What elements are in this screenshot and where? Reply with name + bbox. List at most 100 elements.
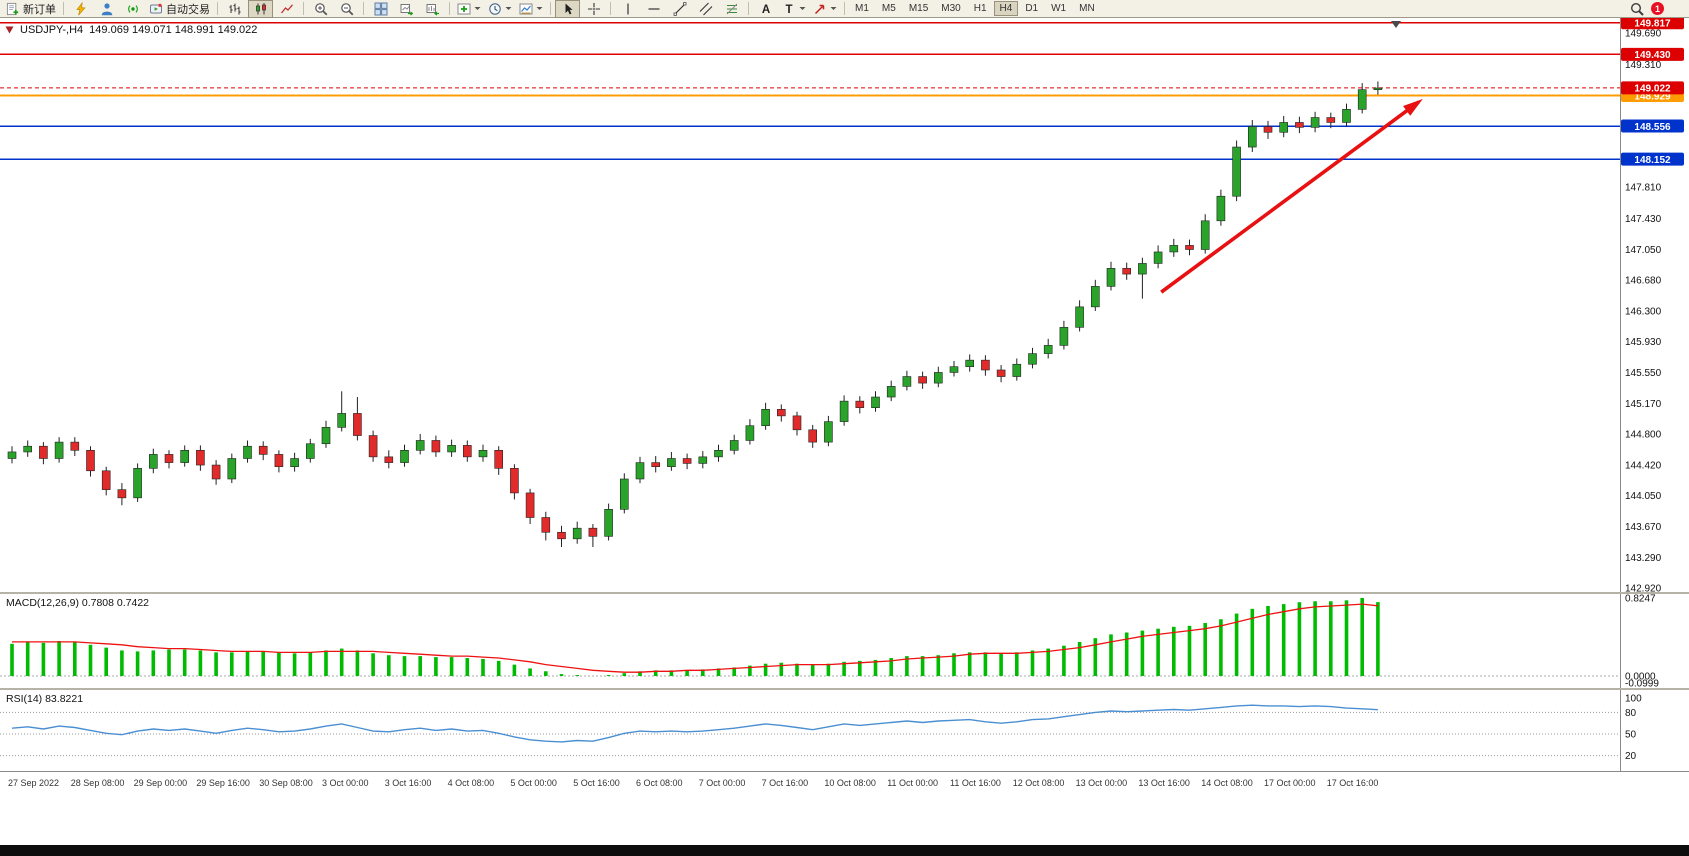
rsi-panel-canvas[interactable]: 100 80 50 20: [0, 690, 1689, 771]
time-label: 30 Sep 08:00: [259, 778, 313, 788]
timeframe-m5[interactable]: M5: [881, 3, 896, 14]
rsi-indicator-label: RSI(14) 83.8221: [6, 693, 84, 705]
time-label: 29 Sep 16:00: [196, 778, 250, 788]
candlestick-icon: [255, 2, 266, 14]
zoom-in-icon: [314, 2, 327, 15]
svg-text:145.170: 145.170: [1625, 399, 1662, 410]
time-label: 27 Sep 2022: [8, 778, 60, 788]
chevron-down-icon: [830, 7, 837, 10]
notification-badge[interactable]: 1: [1651, 2, 1664, 15]
timeframe-m1[interactable]: M1: [855, 3, 869, 14]
timeframe-w1[interactable]: W1: [1051, 3, 1067, 14]
horizontal-line-button[interactable]: [641, 0, 666, 18]
time-label: 10 Oct 08:00: [824, 778, 876, 788]
svg-text:149.310: 149.310: [1625, 60, 1662, 71]
time-label: 29 Sep 00:00: [133, 778, 188, 788]
svg-text:148.929: 148.929: [1634, 91, 1671, 102]
svg-text:145.550: 145.550: [1625, 368, 1662, 379]
svg-text:149.022: 149.022: [1634, 84, 1671, 95]
svg-text:80: 80: [1625, 708, 1637, 719]
svg-text:144.800: 144.800: [1625, 429, 1662, 440]
profile-button[interactable]: [94, 0, 119, 18]
arrows-tool-button[interactable]: [810, 0, 840, 18]
person-icon: [101, 2, 112, 15]
timeframe-d1[interactable]: D1: [1025, 3, 1039, 14]
chevron-down-icon: [799, 7, 806, 10]
one-click-trading-button[interactable]: [68, 0, 93, 18]
separator: [449, 2, 450, 15]
separator: [550, 2, 551, 15]
vertical-line-button[interactable]: [615, 0, 640, 18]
time-label: 11 Oct 00:00: [887, 778, 939, 788]
time-label: 17 Oct 00:00: [1264, 778, 1316, 788]
tile-windows-button[interactable]: [368, 0, 393, 18]
chart-shift-button[interactable]: [420, 0, 445, 18]
time-label: 12 Oct 08:00: [1012, 778, 1065, 788]
lightning-icon: [75, 1, 86, 15]
crosshair-button[interactable]: [581, 0, 606, 18]
timeframe-m30[interactable]: M30: [941, 3, 961, 14]
macd-panel-canvas[interactable]: 0.8247 0.0000-0.0999: [0, 594, 1689, 688]
bar-chart-button[interactable]: [222, 0, 247, 18]
candlestick-chart-button[interactable]: [248, 0, 273, 18]
search-icon[interactable]: [1630, 2, 1644, 16]
label-icon: T: [785, 4, 792, 16]
autotrading-button[interactable]: 自动交易: [146, 0, 213, 18]
timeframe-h1[interactable]: H1: [973, 3, 987, 14]
alerts-button[interactable]: [120, 0, 145, 18]
time-label: 5 Oct 16:00: [573, 778, 620, 788]
time-label: 13 Oct 16:00: [1138, 778, 1190, 788]
cursor-button[interactable]: [555, 0, 580, 18]
svg-text:147.810: 147.810: [1625, 183, 1662, 194]
svg-text:148.152: 148.152: [1634, 155, 1671, 166]
zoom-out-icon: [340, 2, 353, 15]
main-chart-canvas[interactable]: 149.690 149.310 147.810 147.430 147.050 146.6…: [0, 18, 1689, 592]
line-chart-button[interactable]: [274, 0, 299, 18]
separator: [217, 2, 218, 15]
label-tool-button[interactable]: T: [779, 0, 809, 18]
svg-text:149.817: 149.817: [1634, 19, 1671, 30]
svg-text:147.050: 147.050: [1625, 245, 1662, 256]
trendline-button[interactable]: [667, 0, 692, 18]
auto-scroll-button[interactable]: [394, 0, 419, 18]
chevron-down-icon: [505, 7, 512, 10]
timeframe-m15[interactable]: M15: [908, 3, 929, 14]
toolbar-right: 1: [1630, 2, 1689, 16]
zoom-in-button[interactable]: [308, 0, 333, 18]
sound-waves-icon: [127, 4, 138, 13]
separator: [63, 2, 64, 15]
svg-text:143.670: 143.670: [1625, 522, 1662, 533]
auto-scroll-icon: [400, 3, 413, 15]
new-order-icon: [6, 2, 19, 15]
time-label: 17 Oct 16:00: [1326, 778, 1379, 788]
time-axis[interactable]: 27 Sep 2022 28 Sep 08:00 29 Sep 00:00 29 Se…: [0, 771, 1689, 796]
time-label: 28 Sep 08:00: [70, 778, 125, 788]
indicators-button[interactable]: [454, 0, 484, 18]
separator: [610, 2, 611, 15]
template-icon: [519, 3, 533, 14]
text-tool-button[interactable]: A: [753, 0, 778, 18]
time-label: 13 Oct 00:00: [1075, 778, 1128, 788]
time-label: 3 Oct 16:00: [384, 778, 432, 788]
separator: [303, 2, 304, 15]
bottom-bar: [0, 845, 1689, 856]
time-label: 4 Oct 08:00: [447, 778, 495, 788]
timeframe-mn[interactable]: MN: [1079, 3, 1095, 14]
fibonacci-button[interactable]: [719, 0, 744, 18]
periods-button[interactable]: [485, 0, 515, 18]
trendline-icon: [673, 1, 686, 16]
timeframe-h4[interactable]: H4: [993, 1, 1019, 16]
svg-text:100: 100: [1625, 694, 1642, 705]
panel-separator[interactable]: [0, 688, 1689, 690]
new-order-button[interactable]: 新订单: [3, 0, 59, 18]
templates-button[interactable]: [516, 0, 546, 18]
channel-button[interactable]: [693, 0, 718, 18]
line-chart-icon: [280, 3, 293, 13]
zoom-out-button[interactable]: [334, 0, 359, 18]
panel-separator[interactable]: [0, 592, 1689, 594]
chart-menu-icon[interactable]: [5, 26, 14, 34]
chart-symbol-period: USDJPY-,H4: [20, 24, 84, 36]
indicators-icon: [457, 3, 471, 14]
svg-text:149.430: 149.430: [1634, 50, 1671, 61]
svg-text:148.556: 148.556: [1634, 122, 1671, 133]
